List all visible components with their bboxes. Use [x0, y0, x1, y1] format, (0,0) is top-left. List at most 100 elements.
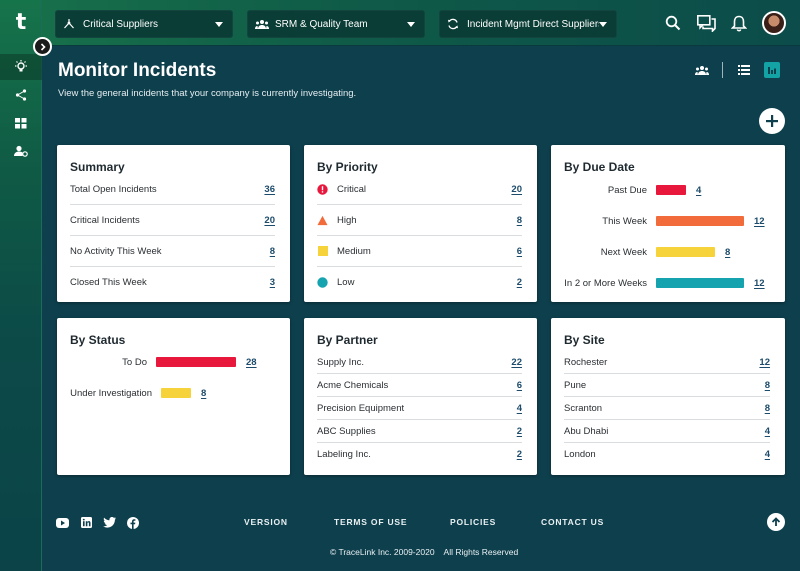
priority-count-link[interactable]: 8: [516, 214, 522, 226]
summary-row: Total Open Incidents 36: [70, 174, 275, 205]
site-count-link[interactable]: 4: [764, 449, 770, 460]
chat-icon[interactable]: [695, 12, 717, 34]
site-row: London 4: [564, 443, 770, 466]
summary-row: No Activity This Week 8: [70, 236, 275, 267]
due-date-label: Next Week: [600, 246, 647, 258]
facebook-icon[interactable]: [126, 516, 139, 529]
partner-label: Precision Equipment: [317, 402, 405, 414]
app-logo[interactable]: t: [15, 10, 27, 35]
sync-icon: [447, 17, 461, 31]
due-date-card: By Due Date Past Due 4 This Week 12 Next…: [551, 145, 785, 302]
site-count-link[interactable]: 4: [764, 425, 770, 437]
partner-label: Acme Chemicals: [317, 379, 389, 391]
priority-card: By Priority Critical 20 High 8 Medium 6 …: [304, 145, 537, 302]
summary-count-link[interactable]: 20: [264, 214, 275, 226]
card-title: By Partner: [317, 333, 378, 347]
youtube-icon[interactable]: [56, 516, 69, 529]
priority-row: Critical 20: [317, 174, 522, 205]
priority-label: Critical: [337, 183, 367, 195]
team-icon: [255, 17, 269, 31]
share-icon[interactable]: [0, 82, 42, 108]
summary-label: No Activity This Week: [70, 245, 162, 257]
status-label: To Do: [122, 356, 147, 368]
bell-icon[interactable]: [728, 12, 750, 34]
due-date-row: This Week 12: [551, 214, 765, 228]
scroll-to-top-button[interactable]: [767, 513, 785, 531]
status-count-link[interactable]: 28: [246, 356, 257, 368]
due-date-count-link[interactable]: 12: [754, 215, 765, 227]
partner-count-link[interactable]: 6: [516, 379, 522, 391]
due-date-bar: [656, 216, 744, 226]
summary-row: Critical Incidents 20: [70, 205, 275, 236]
summary-label: Critical Incidents: [70, 214, 140, 226]
priority-row: High 8: [317, 205, 522, 236]
grid-icon[interactable]: [0, 110, 42, 136]
status-bar: [156, 357, 236, 367]
footer-link-version[interactable]: VERSION: [244, 517, 288, 527]
due-date-row: Past Due 4: [551, 183, 701, 197]
due-date-label: Past Due: [607, 184, 647, 196]
footer-link-terms[interactable]: TERMS OF USE: [334, 517, 408, 527]
high-icon: [317, 215, 328, 226]
priority-label: High: [337, 214, 357, 226]
due-date-label: This Week: [602, 215, 647, 227]
low-icon: [317, 277, 328, 288]
due-date-count-link[interactable]: 4: [696, 184, 702, 196]
site-row: Scranton 8: [564, 397, 770, 420]
due-date-row: In 2 or More Weeks 12: [551, 276, 765, 290]
summary-label: Closed This Week: [70, 277, 147, 288]
partner-count-link[interactable]: 4: [516, 402, 522, 414]
filter-dropdown-suppliers[interactable]: Critical Suppliers: [55, 10, 233, 38]
priority-label: Low: [337, 277, 355, 288]
filter-dropdown-label: SRM & Quality Team: [275, 18, 368, 30]
card-title: By Priority: [317, 160, 378, 174]
site-row: Pune 8: [564, 374, 770, 397]
filter-dropdown-label: Incident Mgmt Direct Suppliers: [467, 18, 599, 30]
linkedin-icon[interactable]: [80, 516, 93, 529]
summary-card: Summary Total Open Incidents 36 Critical…: [57, 145, 290, 302]
list-view-icon[interactable]: [736, 62, 752, 78]
filter-dropdown-team[interactable]: SRM & Quality Team: [247, 10, 425, 38]
search-icon[interactable]: [662, 12, 684, 34]
summary-label: Total Open Incidents: [70, 183, 157, 195]
site-count-link[interactable]: 8: [764, 402, 770, 414]
site-count-link[interactable]: 8: [764, 379, 770, 391]
site-count-link[interactable]: 12: [759, 356, 770, 368]
summary-count-link[interactable]: 36: [264, 183, 275, 195]
left-rail: t: [0, 0, 42, 571]
lightbulb-icon[interactable]: [0, 54, 42, 80]
summary-count-link[interactable]: 8: [269, 245, 275, 257]
page-title: Monitor Incidents: [58, 60, 217, 81]
due-date-count-link[interactable]: 8: [725, 246, 731, 258]
partner-count-link[interactable]: 22: [511, 356, 522, 368]
user-settings-icon[interactable]: [0, 138, 42, 164]
caret-down-icon: [599, 21, 607, 27]
add-incident-button[interactable]: [759, 108, 785, 134]
people-view-icon[interactable]: [694, 62, 710, 78]
partner-label: ABC Supplies: [317, 425, 376, 437]
partner-row: Supply Inc. 22: [317, 351, 522, 374]
footer-link-contact[interactable]: CONTACT US: [541, 517, 605, 527]
partner-row: Acme Chemicals 6: [317, 374, 522, 397]
priority-count-link[interactable]: 2: [516, 277, 522, 288]
site-label: Rochester: [564, 356, 608, 368]
priority-count-link[interactable]: 20: [511, 183, 522, 195]
partner-row: Labeling Inc. 2: [317, 443, 522, 466]
summary-row: Closed This Week 3: [70, 267, 275, 298]
partner-count-link[interactable]: 2: [516, 449, 522, 460]
twitter-icon[interactable]: [103, 516, 116, 529]
expand-rail-button[interactable]: [33, 37, 52, 56]
priority-count-link[interactable]: 6: [516, 245, 522, 257]
filter-dropdown-incidents[interactable]: Incident Mgmt Direct Suppliers: [439, 10, 617, 38]
status-count-link[interactable]: 8: [201, 387, 207, 399]
due-date-count-link[interactable]: 12: [754, 277, 765, 289]
chart-view-icon[interactable]: [764, 62, 780, 78]
card-title: Summary: [70, 160, 125, 174]
avatar[interactable]: [762, 11, 786, 35]
footer-link-policies[interactable]: POLICIES: [450, 517, 497, 527]
network-icon: [63, 17, 77, 31]
summary-count-link[interactable]: 3: [269, 277, 275, 288]
partner-count-link[interactable]: 2: [516, 425, 522, 437]
site-row: Abu Dhabi 4: [564, 420, 770, 443]
status-label: Under Investigation: [70, 387, 152, 399]
